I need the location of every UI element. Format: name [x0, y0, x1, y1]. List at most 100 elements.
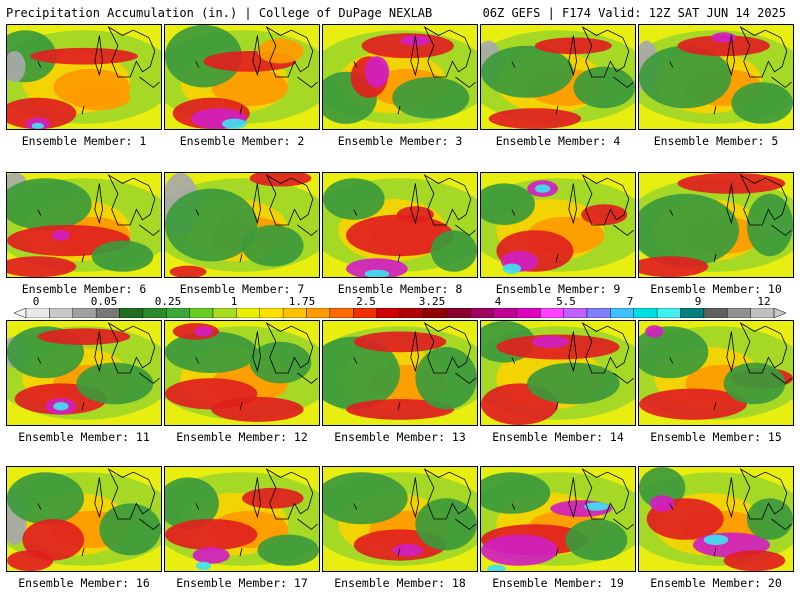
ensemble-member-map — [638, 466, 794, 572]
lake-outline — [195, 322, 318, 411]
precip-shade — [165, 519, 258, 551]
precip-shade — [31, 122, 44, 129]
precip-shade — [195, 561, 212, 570]
precip-shade — [323, 178, 385, 220]
precip-shade — [392, 77, 470, 119]
legend-swatch — [703, 308, 728, 318]
legend-swatch — [680, 308, 705, 318]
lake-outline — [669, 26, 792, 115]
ensemble-member-label: Ensemble Member: 6 — [21, 282, 147, 296]
ensemble-member-label: Ensemble Member: 12 — [176, 430, 308, 444]
lake-outline — [195, 26, 318, 115]
lake-outline — [37, 26, 160, 115]
lake-outline — [353, 468, 476, 557]
lake-outline — [511, 26, 634, 115]
precip-shade — [534, 184, 551, 193]
precip-shade — [364, 269, 390, 277]
ensemble-member-map — [6, 24, 162, 130]
precip-field — [481, 321, 635, 425]
precip-shade — [502, 263, 521, 274]
ensemble-member-label: Ensemble Member: 1 — [21, 134, 147, 148]
legend-tick-label: 1 — [230, 295, 238, 308]
ensemble-member-map — [6, 320, 162, 426]
precip-shade — [91, 240, 154, 272]
ensemble-member-map — [480, 320, 636, 426]
precip-field — [323, 321, 477, 425]
legend-swatch — [212, 308, 237, 318]
legend-arrow-right — [773, 308, 786, 318]
legend-swatch — [446, 308, 471, 318]
ensemble-member-map — [638, 172, 794, 278]
precip-shade — [415, 498, 477, 551]
precip-shade — [165, 331, 258, 373]
precip-shade — [192, 547, 230, 564]
legend-tick-label: 1.75 — [288, 295, 316, 308]
legend-swatch — [142, 308, 167, 318]
precip-shade — [7, 550, 54, 571]
precip-field — [639, 173, 793, 277]
ensemble-member-label: Ensemble Member: 10 — [650, 282, 782, 296]
precip-shade — [7, 472, 84, 525]
precip-field — [323, 467, 477, 571]
ensemble-member-map — [322, 24, 478, 130]
precip-shade — [323, 336, 400, 410]
legend-tick-label: 0 — [32, 295, 40, 308]
precip-field — [165, 467, 319, 571]
ensemble-member-label: Ensemble Member: 20 — [650, 576, 782, 590]
precip-shade — [584, 502, 609, 511]
lake-outline — [353, 322, 476, 411]
legend-tick-label: 4 — [494, 295, 502, 308]
legend-tick-label: 5.5 — [556, 295, 576, 308]
precip-shade — [639, 193, 740, 267]
legend-swatch — [516, 308, 541, 318]
precip-shade — [573, 66, 635, 109]
ensemble-member-label: Ensemble Member: 18 — [334, 576, 466, 590]
precip-shade — [353, 331, 447, 353]
precip-shade — [677, 35, 770, 57]
legend-swatch — [72, 308, 97, 318]
ensemble-member-label: Ensemble Member: 7 — [179, 282, 305, 296]
precip-shade — [415, 347, 477, 410]
precip-shade — [723, 362, 786, 405]
precip-shade — [711, 32, 736, 43]
precip-shade — [639, 388, 747, 420]
precip-shade — [746, 193, 793, 257]
lake-outline — [353, 26, 476, 115]
legend-swatch — [750, 308, 775, 318]
precip-shade — [364, 56, 390, 88]
precip-shade — [649, 495, 675, 512]
ensemble-member-map — [164, 466, 320, 572]
precip-shade — [194, 326, 213, 337]
precip-shade — [37, 328, 131, 345]
precip-shade — [430, 230, 477, 272]
precip-shade — [7, 178, 92, 231]
ensemble-member-map — [322, 320, 478, 426]
legend-swatch — [353, 308, 377, 318]
ensemble-member-map — [480, 172, 636, 278]
model-run-info: 06Z GEFS | F174 Valid: 12Z SAT JUN 14 20… — [482, 6, 786, 20]
precip-shade — [7, 256, 77, 277]
legend-swatch — [469, 308, 494, 318]
precip-field — [639, 467, 793, 571]
precip-field — [323, 173, 477, 277]
legend-swatch — [119, 308, 144, 318]
lake-outline — [37, 174, 160, 263]
legend-swatch — [493, 308, 518, 318]
lake-outline — [511, 468, 634, 557]
legend-swatch — [633, 308, 658, 318]
precip-field — [7, 25, 161, 129]
ensemble-member-map — [638, 320, 794, 426]
legend-swatch — [306, 308, 331, 318]
lake-outline — [511, 322, 634, 411]
ensemble-member-label: Ensemble Member: 3 — [337, 134, 463, 148]
precip-shade — [346, 399, 454, 420]
precip-shade — [645, 325, 664, 338]
ensemble-member-label: Ensemble Member: 13 — [334, 430, 466, 444]
legend-tick-label: 3.25 — [418, 295, 446, 308]
precip-shade — [346, 214, 454, 257]
ensemble-member-map — [638, 24, 794, 130]
legend-swatch — [727, 308, 751, 318]
precip-shade — [396, 206, 434, 223]
precip-shade — [211, 396, 304, 422]
precip-shade — [639, 467, 686, 509]
